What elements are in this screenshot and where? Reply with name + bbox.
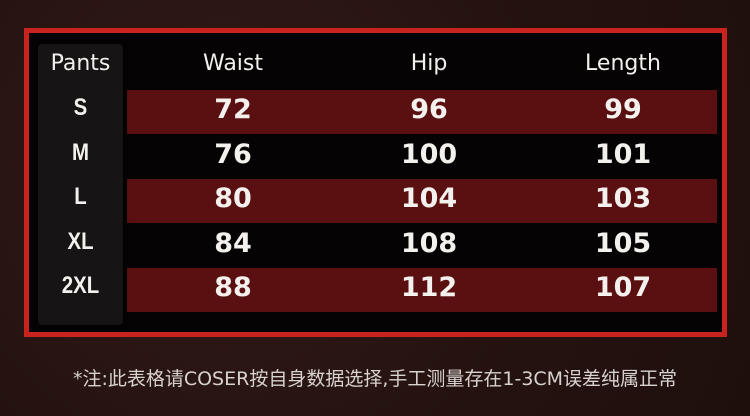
size-column <box>38 44 123 325</box>
footnote: *注:此表格请COSER按自身数据选择,手工测量存在1-3CM误差纯属正常 <box>72 368 678 390</box>
size-label: L <box>74 183 87 210</box>
hip-value: 112 <box>400 272 458 303</box>
size-label: S <box>73 94 88 121</box>
waist-value: 88 <box>214 272 252 303</box>
row-stripe <box>127 90 717 134</box>
hip-value: 108 <box>400 227 458 259</box>
row-stripe <box>127 179 717 223</box>
length-value: 103 <box>594 183 652 214</box>
size-chart-table: Pants Waist Hip Length S 72 96 99 M 76 100 101 L… <box>24 28 727 337</box>
waist-value: 84 <box>214 227 252 259</box>
hip-value: 96 <box>410 94 448 125</box>
length-value: 99 <box>604 94 642 125</box>
size-label: 2XL <box>61 272 100 299</box>
hip-value: 100 <box>400 138 458 170</box>
row-stripe <box>127 268 717 312</box>
length-value: 105 <box>594 227 652 259</box>
header-waist: Waist <box>202 51 264 76</box>
waist-value: 80 <box>214 183 252 214</box>
size-label: XL <box>67 227 94 255</box>
size-label: M <box>72 138 89 166</box>
header-length: Length <box>585 51 661 76</box>
header-hip: Hip <box>410 51 448 76</box>
length-value: 101 <box>594 138 652 170</box>
waist-value: 72 <box>214 94 252 125</box>
waist-value: 76 <box>214 138 252 170</box>
header-pants: Pants <box>50 51 111 76</box>
length-value: 107 <box>594 272 652 303</box>
hip-value: 104 <box>400 183 458 214</box>
